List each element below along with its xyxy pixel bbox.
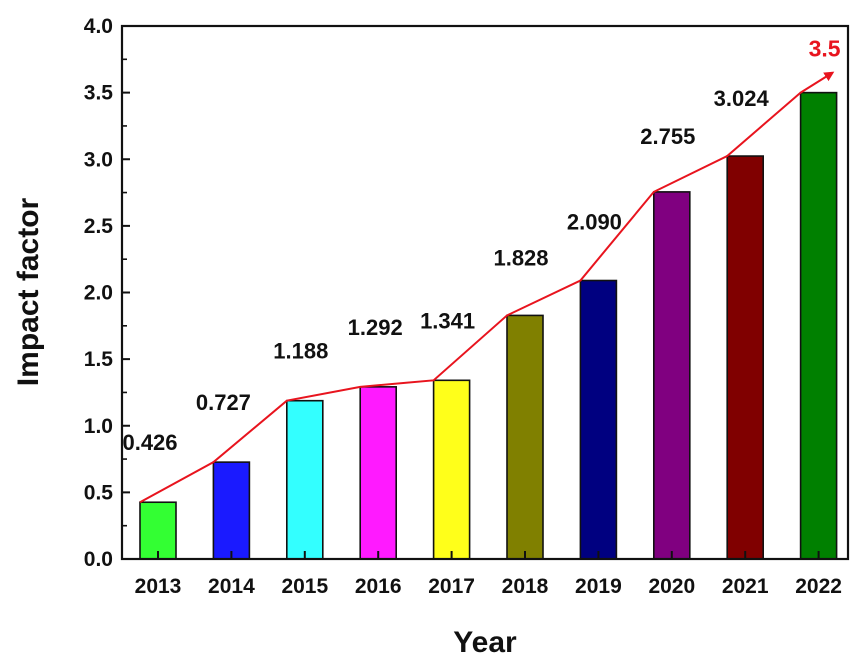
bar-2021 (726, 155, 765, 560)
x-tick-label: 2016 (355, 575, 402, 598)
y-tick-label: 0.5 (84, 481, 114, 504)
bars-layer (139, 91, 838, 560)
bar-2016 (359, 386, 398, 560)
bar-2015 (285, 399, 324, 560)
x-tick-label: 2018 (502, 575, 549, 598)
bar-2019 (579, 279, 618, 560)
bar-2018 (506, 314, 544, 560)
y-tick-label: 1.5 (84, 348, 114, 371)
x-tick-label: 2019 (575, 575, 622, 598)
x-tick-label: 2014 (208, 575, 255, 598)
value-label-2021: 3.024 (714, 86, 770, 111)
bar-2020 (652, 191, 691, 560)
y-tick-label: 3.5 (84, 82, 114, 105)
y-tick-label: 1.0 (84, 415, 113, 438)
value-label-2015: 1.188 (273, 339, 328, 364)
y-tick-label: 4.0 (84, 15, 113, 38)
x-tick-label: 2020 (648, 575, 695, 598)
x-tick-label: 2017 (428, 575, 475, 598)
data-labels-layer: 0.426 0.727 1.188 1.292 1.341 1.828 2.090 2.755… (122, 36, 840, 456)
x-axis-title: Year (453, 626, 517, 659)
y-tick-label: 2.0 (84, 282, 113, 305)
y-tick-label: 2.5 (84, 215, 114, 238)
value-label-2013: 0.426 (122, 430, 177, 455)
y-tick-label: 0.0 (84, 548, 113, 571)
value-label-2018: 1.828 (493, 245, 548, 270)
bar-2022 (799, 91, 838, 560)
value-label-2016: 1.292 (348, 315, 403, 340)
value-label-2019: 2.090 (567, 210, 622, 235)
trend-line-layer (139, 71, 835, 504)
bar-2017 (432, 379, 471, 560)
value-label-2020: 2.755 (640, 124, 695, 149)
x-tick-label: 2015 (281, 575, 328, 598)
y-axis-title: Impact factor (12, 197, 45, 386)
value-label-2017: 1.341 (420, 308, 475, 333)
trend-arrow (800, 71, 835, 94)
trend-line (139, 91, 802, 504)
axes-layer: 0.0 0.5 1.0 1.5 2.0 2.5 3.0 3.5 4.0 2013 2014 2015 2… (84, 15, 850, 598)
x-tick-label: 2013 (135, 575, 182, 598)
value-label-2022: 3.5 (809, 36, 841, 62)
bar-2014 (212, 461, 251, 560)
value-label-2014: 0.727 (196, 390, 251, 415)
bar-2013 (139, 501, 177, 560)
y-tick-label: 3.0 (84, 148, 113, 171)
x-tick-label: 2021 (722, 575, 769, 598)
x-tick-label: 2022 (795, 575, 842, 598)
